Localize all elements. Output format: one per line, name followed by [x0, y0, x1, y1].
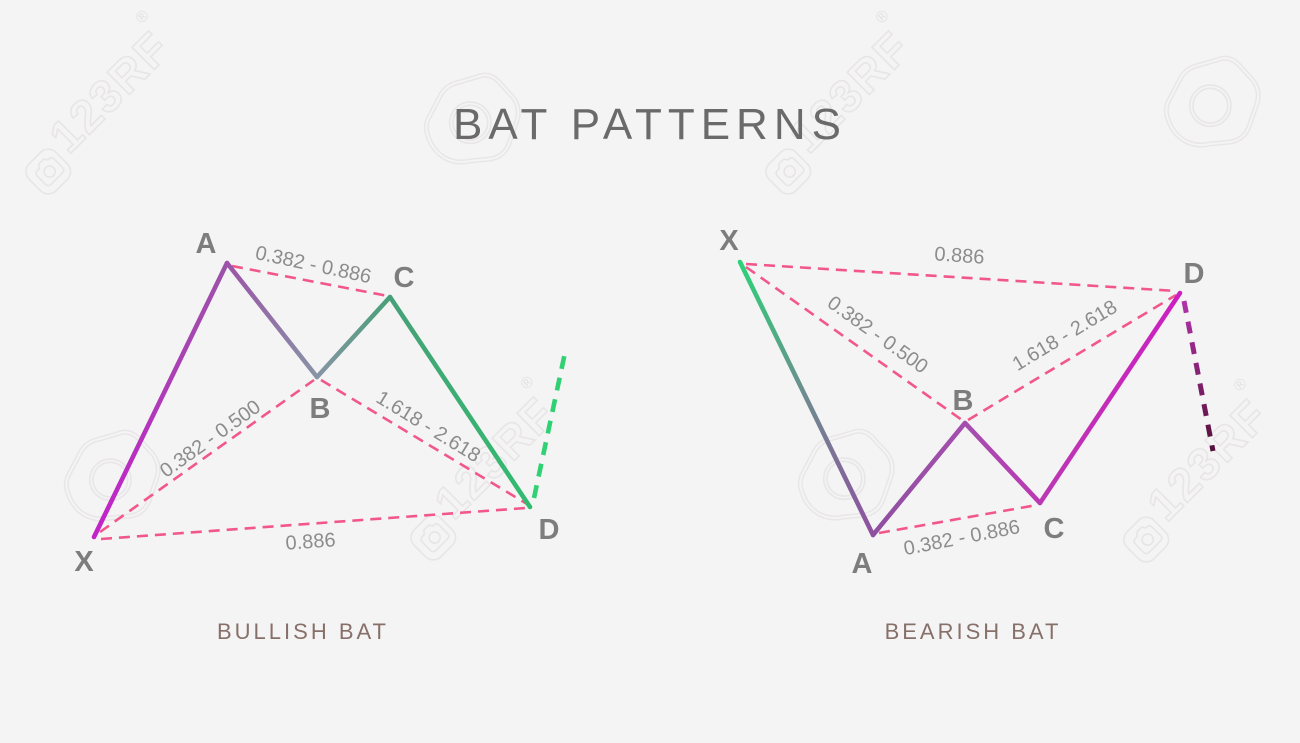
bullish-point-x-label: X: [74, 546, 94, 578]
watermark-registered-mark: ®: [1230, 375, 1251, 396]
page-title: BAT PATTERNS: [453, 100, 847, 149]
watermark-camera-icon: [1149, 42, 1276, 168]
bearish-xb-retracement-line: [745, 265, 963, 422]
bearish-point-d-label: D: [1184, 258, 1205, 290]
bearish-ratio-bd-label: 1.618 - 2.618: [1009, 296, 1121, 376]
bearish-leg-cd: [1037, 290, 1183, 506]
bullish-projection-dashed-line: [531, 347, 569, 499]
bearish-projection-dashed-line: [1181, 300, 1216, 452]
watermark-brand-text: 123RF: [39, 21, 180, 162]
bullish-ratio-bd-label: 1.618 - 2.618: [372, 387, 484, 467]
bearish-ac-retracement-line: [878, 503, 1038, 535]
watermark-registered-mark: ®: [132, 7, 153, 28]
bearish-ratio-xd-label: 0.886: [934, 243, 985, 268]
bullish-point-c-label: C: [394, 262, 415, 294]
bullish-ac-retracement-line: [231, 264, 389, 298]
bullish-leg-cd: [387, 294, 533, 510]
bearish-ratio-ac-label: 0.382 - 0.886: [902, 516, 1022, 560]
bullish-point-b-label: B: [310, 393, 331, 425]
bearish-leg-bc: [962, 420, 1043, 506]
bullish-ratio-xb-label: 0.382 - 0.500: [156, 396, 265, 482]
bullish-point-d-label: D: [539, 514, 560, 546]
bearish-bd-extension-line: [967, 293, 1177, 422]
watermark-camera-icon: [49, 416, 176, 542]
bearish-bat-diagram: X A B C D 0.886 0.382 - 0.500 1.618 - 2.…: [719, 225, 1216, 644]
bearish-point-c-label: C: [1044, 513, 1065, 545]
bearish-ratio-xb-label: 0.382 - 0.500: [823, 292, 932, 378]
bullish-caption: BULLISH BAT: [217, 619, 389, 644]
watermark-registered-mark: ®: [517, 373, 538, 394]
bullish-ratio-xd-label: 0.886: [285, 529, 336, 554]
bullish-leg-ab: [224, 260, 320, 380]
bullish-xb-retracement-line: [99, 378, 315, 534]
bullish-leg-xa: [91, 260, 230, 540]
bearish-point-b-label: B: [953, 385, 974, 417]
watermark-brand-text: 123RF: [1137, 389, 1278, 530]
bearish-xd-retracement-line: [745, 262, 1177, 293]
watermark-123rf: 123RF ®: [1118, 375, 1279, 568]
bullish-leg-bc: [314, 294, 393, 380]
bearish-caption: BEARISH BAT: [885, 619, 1062, 644]
watermark-registered-mark: ®: [872, 7, 893, 28]
bullish-point-a-label: A: [196, 228, 217, 260]
bearish-point-a-label: A: [852, 548, 873, 580]
bearish-leg-ab: [870, 420, 968, 538]
bearish-leg-xa: [737, 259, 876, 538]
bearish-point-x-label: X: [719, 225, 739, 257]
bullish-bd-extension-line: [320, 378, 528, 506]
watermark-123rf: 123RF ®: [20, 7, 181, 200]
